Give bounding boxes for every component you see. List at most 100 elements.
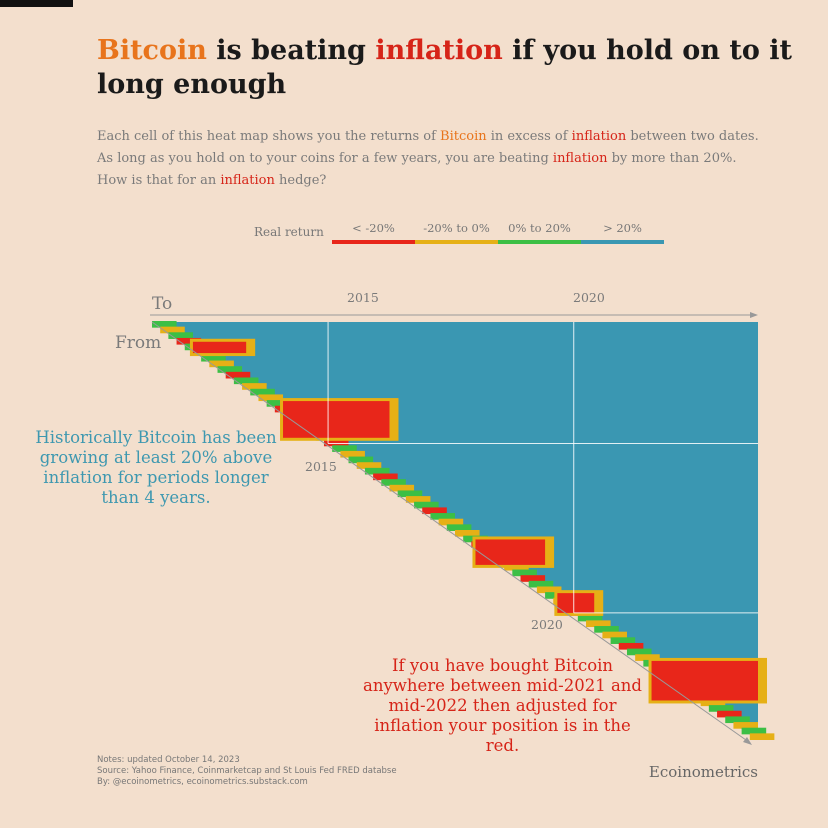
heatmap-cell — [430, 513, 455, 520]
annotation-long-holding: Historically Bitcoin has been growing at… — [35, 428, 277, 507]
heatmap-cell — [225, 371, 251, 379]
heatmap-cell — [192, 341, 247, 354]
heatmap-cell — [586, 620, 611, 628]
heatmap-cell — [422, 507, 447, 515]
heatmap-cell — [242, 383, 267, 390]
note-source: Source: Yahoo Finance, Coinmarketcap and… — [97, 766, 397, 776]
heatmap-cell — [266, 400, 292, 407]
legend-swatch — [581, 240, 664, 244]
heatmap-cell — [446, 524, 472, 531]
heatmap-cells — [152, 321, 775, 740]
heatmap-cell — [635, 654, 660, 661]
from-axis-line — [151, 321, 747, 741]
sub-inflation: inflation — [552, 151, 608, 166]
heatmap-cell — [512, 569, 537, 577]
heatmap-cell — [217, 366, 243, 373]
legend-title: Real return — [254, 225, 324, 239]
footnotes: Notes: updated October 14, 2023 Source: … — [97, 755, 397, 788]
sub-text: by more than 20%. — [607, 151, 737, 166]
diag-tick-2015: 2015 — [305, 459, 337, 474]
heatmap-cell — [475, 539, 546, 565]
heatmap-cell — [557, 593, 595, 613]
heatmap-cell — [364, 467, 390, 475]
legend-swatch — [415, 240, 498, 244]
heatmap-cell — [528, 580, 554, 588]
heatmap-cell — [258, 394, 284, 402]
heatmap-grid — [327, 322, 758, 614]
sub-bitcoin: Bitcoin — [440, 129, 487, 144]
heatmap-cell — [160, 326, 185, 334]
diag-tick-2020: 2020 — [531, 617, 563, 632]
legend-item: < -20% — [332, 221, 415, 244]
heatmap-cell — [520, 575, 546, 582]
title-inflation: inflation — [375, 35, 503, 66]
sub-text: How is that for an — [97, 173, 221, 188]
heatmap-cell — [717, 710, 742, 718]
legend-item: > 20% — [581, 221, 664, 244]
heatmap-cell — [602, 631, 627, 639]
title-text-b: if you hold on to it long enough — [97, 35, 792, 100]
heatmap-cell — [152, 321, 177, 328]
heatmap-cell — [618, 642, 644, 650]
legend-label: > 20% — [603, 221, 642, 235]
heatmap-cell — [626, 648, 652, 656]
legend-label: < -20% — [352, 221, 395, 235]
legend-label: -20% to 0% — [423, 221, 490, 235]
top-accent-bar — [0, 0, 73, 7]
sub-text: Each cell of this heat map shows you the… — [97, 129, 441, 144]
sub-inflation: inflation — [571, 129, 627, 144]
heatmap-cell — [332, 445, 357, 452]
heatmap-cell — [209, 360, 234, 368]
heatmap-cell — [233, 377, 259, 385]
heatmap-cell — [438, 518, 464, 526]
sub-text: As long as you hold on to your coins for… — [97, 151, 553, 166]
chart-title: Bitcoin is beating inflation if you hold… — [97, 34, 797, 102]
heatmap-cell — [577, 614, 603, 622]
to-axis-arrowhead — [750, 312, 758, 318]
heatmap-cell — [176, 337, 202, 345]
heatmap-cell — [356, 462, 382, 469]
heatmap-cell — [283, 401, 390, 438]
title-bitcoin: Bitcoin — [97, 35, 207, 66]
heatmap-cell — [594, 626, 619, 633]
heatmap-cell — [651, 660, 758, 701]
sub-text: hedge? — [274, 173, 327, 188]
from-axis-label: From — [115, 333, 162, 353]
sub-inflation: inflation — [220, 173, 275, 188]
heatmap-cell — [536, 586, 562, 594]
legend-label: 0% to 20% — [508, 221, 571, 235]
legend-item: 0% to 20% — [498, 221, 581, 244]
heatmap-cell — [340, 450, 365, 458]
from-axis-arrowhead — [743, 737, 752, 745]
heatmap-cell — [201, 354, 226, 362]
top-tick-2015: 2015 — [347, 290, 379, 305]
heatmap-cell — [348, 456, 374, 464]
heatmap-cell — [741, 727, 767, 735]
legend-swatch — [498, 240, 581, 244]
note-updated: Notes: updated October 14, 2023 — [97, 755, 240, 765]
heatmap-cell — [610, 637, 636, 644]
heatmap-cell — [389, 484, 415, 492]
note-byline: By: @ecoinometrics, ecoinometrics.substa… — [97, 777, 308, 787]
heatmap-cell — [381, 479, 406, 486]
sub-text: in excess of — [486, 129, 572, 144]
to-axis-label: To — [152, 294, 173, 314]
heatmap-cell — [749, 733, 775, 740]
title-text-a: is beating — [206, 35, 376, 66]
heatmap-cell — [250, 388, 275, 396]
heatmap-cell — [708, 705, 734, 712]
heatmap-cell — [405, 496, 431, 503]
heatmap-cell — [168, 332, 193, 339]
heatmap-cell — [733, 722, 758, 729]
top-tick-2020: 2020 — [573, 290, 605, 305]
legend-swatch — [332, 240, 415, 244]
heatmap-cell — [397, 490, 423, 498]
heatmap-cell — [725, 716, 750, 724]
heatmap-cell — [373, 473, 398, 481]
chart-subtitle: Each cell of this heat map shows you the… — [97, 126, 797, 192]
annotation-red-period: If you have bought Bitcoin anywhere betw… — [362, 656, 642, 755]
legend-item: -20% to 0% — [415, 221, 498, 244]
heatmap-cell — [455, 530, 480, 537]
heatmap-cell — [414, 501, 439, 509]
